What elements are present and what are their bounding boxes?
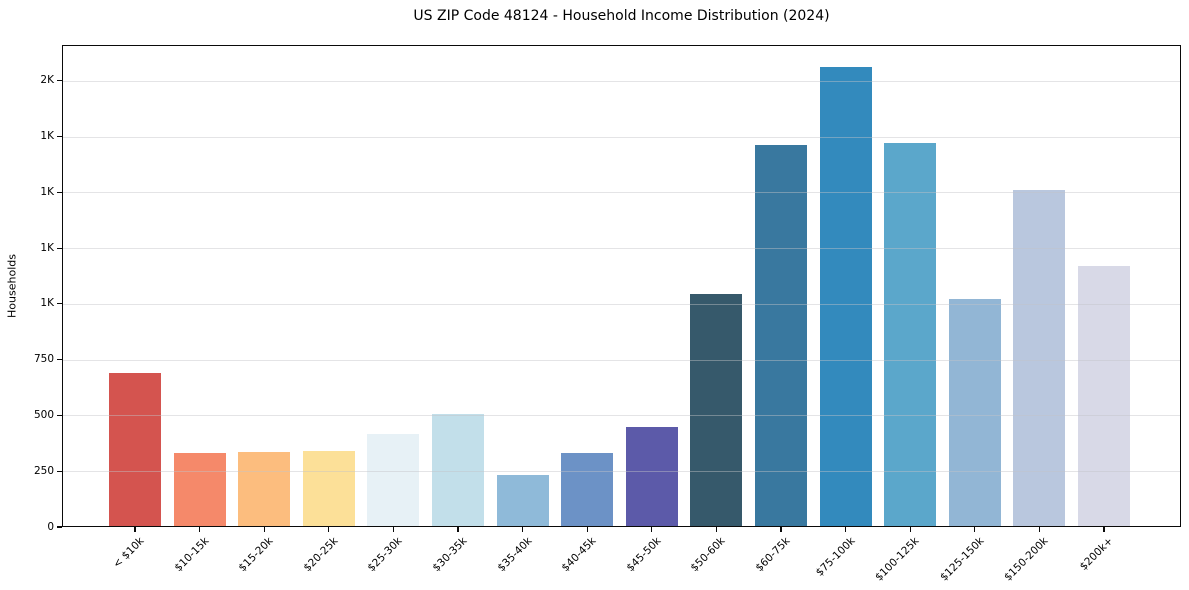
x-tick-label: $15-20k [236, 535, 276, 575]
y-tick-mark [57, 414, 62, 416]
bar-15-20k [238, 451, 291, 527]
x-tick-label: $60-75k [753, 535, 793, 575]
x-tick-mark [199, 527, 201, 532]
x-tick-label: $125-150k [937, 535, 987, 584]
bar-40-45k [561, 452, 614, 527]
plot-area: < $10k $10-15k $15-20k $20-25k $25-30k $30-35… [34, 45, 1181, 584]
x-tick-label: < $10k [110, 535, 147, 571]
bar-60-75k [755, 144, 807, 527]
bar-35-40k [496, 475, 549, 527]
bar-20-25k [302, 450, 355, 527]
y-tick-label: 250 [33, 464, 54, 477]
bar-45-50k [625, 426, 678, 527]
y-tick-mark [57, 303, 62, 305]
x-tick-mark [845, 527, 847, 532]
y-tick-label: 1K [40, 130, 54, 142]
x-tick-mark [974, 527, 976, 532]
x-tick-label: $20-25k [301, 535, 341, 575]
x-tick-label: $75-100k [813, 535, 858, 579]
x-tick-mark [457, 527, 459, 532]
gridline [62, 415, 1181, 417]
x-tick-label: $40-45k [559, 535, 599, 575]
x-tick-mark [328, 527, 330, 532]
gridline [62, 192, 1181, 194]
y-tick-label: 1K [40, 297, 54, 310]
y-tick-mark [57, 526, 62, 528]
y-tick-label: 750 [33, 353, 54, 366]
x-tick-mark [909, 527, 911, 532]
x-tick-mark [586, 527, 588, 532]
x-tick-label: $50-60k [688, 535, 728, 575]
bar-25-30k [367, 434, 420, 527]
bar-30-35k [432, 414, 484, 527]
y-tick-mark [57, 135, 62, 138]
x-tick-label: $150-200k [1002, 535, 1051, 584]
y-tick-label: 1K [40, 241, 54, 254]
gridline [62, 248, 1181, 250]
gridline [62, 136, 1181, 138]
x-tick-label: $100-125k [873, 535, 922, 584]
y-tick-label: 500 [33, 408, 54, 421]
y-tick-label: 0 [47, 520, 54, 533]
x-tick-label: $10-15k [171, 535, 212, 575]
y-tick-mark [57, 247, 62, 249]
y-tick-mark [57, 359, 62, 361]
bar-100-125k [884, 143, 937, 527]
x-tick-mark [1103, 527, 1105, 532]
chart-title: US ZIP Code 48124 - Household Income Dis… [413, 8, 830, 24]
y-axis-label: Households [5, 254, 19, 318]
x-tick-label: $35-40k [494, 535, 535, 575]
y-tick-mark [57, 80, 62, 82]
y-tick-mark [57, 470, 62, 472]
bar-10k [109, 372, 161, 527]
x-tick-label: $45-50k [624, 535, 664, 575]
gridline [62, 80, 1181, 82]
gridline [62, 359, 1181, 361]
x-tick-mark [263, 527, 265, 532]
bar-10-15k [173, 452, 226, 527]
gridline [62, 471, 1181, 473]
bar-125-150k [948, 298, 1001, 527]
bar-200k [1078, 265, 1130, 527]
x-tick-mark [780, 527, 782, 532]
x-tick-mark [392, 527, 394, 532]
x-tick-mark [1038, 527, 1040, 532]
x-tick-mark [522, 527, 524, 532]
y-tick-label: 1K [40, 185, 54, 198]
bar-150-200k [1013, 189, 1066, 527]
x-tick-label: $200k+ [1077, 535, 1116, 573]
bar-50-60k [690, 294, 743, 527]
x-tick-mark [715, 527, 717, 532]
x-tick-mark [651, 527, 653, 532]
y-tick-mark [57, 191, 62, 193]
x-tick-mark [134, 527, 136, 532]
x-tick-label: $25-30k [365, 535, 405, 575]
y-tick-label: 2K [40, 74, 54, 87]
x-tick-label: $30-35k [430, 535, 470, 575]
bar-75-100k [819, 67, 872, 527]
gridline [62, 303, 1181, 305]
